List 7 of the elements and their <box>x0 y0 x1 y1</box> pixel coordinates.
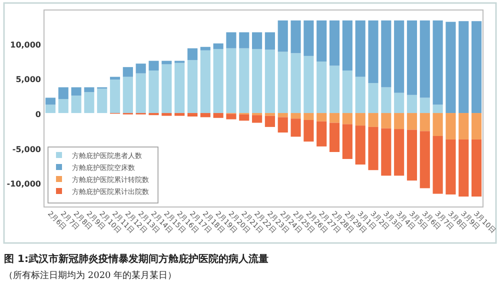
y-tick-label: -5,000 <box>12 144 42 154</box>
y-tick-label: 5,000 <box>16 75 42 84</box>
y-tick-label: 0 <box>35 110 42 120</box>
y-tick-label: -10,000 <box>6 180 42 189</box>
text: （所有标注日期均为 2020 年的某月某日） <box>4 270 177 281</box>
y-tick-label: 10,000 <box>10 40 42 50</box>
caption: 图 1:武汉市新冠肺炎疫情暴发期间方舱庇护医院的病人流量 <box>4 253 268 265</box>
